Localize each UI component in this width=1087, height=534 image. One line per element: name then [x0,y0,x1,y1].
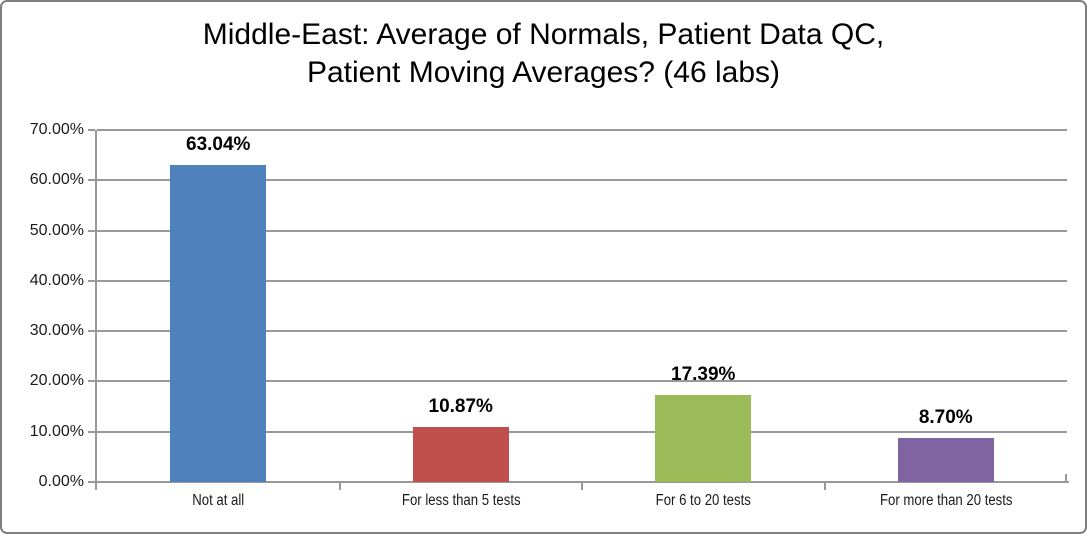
x-tick-label-for-more-than-20-tests: For more than 20 tests [879,492,1013,509]
gridline [97,279,1067,282]
x-axis-end-tick [1065,474,1067,483]
value-label-for-6-to-20-tests: 17.39% [671,364,736,385]
value-label-not-at-all: 63.04% [186,134,251,155]
x-tick-label-for-6-to-20-tests: For 6 to 20 tests [655,492,751,509]
value-label-for-less-than-5-tests: 10.87% [428,396,493,417]
y-axis-tick [88,380,95,383]
bar-for-less-than-5-tests [412,427,509,482]
y-axis-tick [88,229,95,232]
y-axis-tick [88,279,95,282]
gridline [97,129,1067,131]
plot-area: 63.04% Not at all 10.87% For less than 5 te… [88,129,1069,509]
value-label-for-more-than-20-tests: 8.70% [918,407,973,428]
gridline [97,430,1067,433]
gridline [97,380,1067,383]
y-tick-label: 0.00% [38,473,84,490]
y-tick-label: 10.00% [29,422,84,440]
bar-for-more-than-20-tests [897,438,994,482]
x-axis-tick [581,483,583,490]
y-tick-label: 50.00% [29,221,84,239]
y-tick-label: 20.00% [29,372,84,390]
bar-not-at-all [170,165,267,482]
y-tick-label: 30.00% [29,322,84,340]
gridline [97,179,1067,182]
y-tick-label: 40.00% [29,271,84,289]
x-tick-label-not-at-all: Not at all [192,492,245,509]
y-tick-label: 70.00% [29,121,84,138]
chart-title: Middle-East: Average of Normals, Patient… [2,16,1085,92]
x-axis-tick [823,483,826,490]
chart-title-line-2: Patient Moving Averages? (46 labs) [306,56,781,89]
x-axis-line [95,481,1069,483]
gridline [97,330,1067,333]
x-axis-tick [338,483,341,490]
y-axis-tick [88,481,95,483]
y-axis-tick [88,179,95,182]
gridline [97,229,1067,232]
y-axis-line [95,130,97,490]
bar-for-6-to-20-tests [655,395,752,482]
y-tick-label: 60.00% [29,171,84,189]
chart-title-line-1: Middle-East: Average of Normals, Patient… [202,18,885,51]
y-axis-tick [88,330,95,333]
x-tick-label-for-less-than-5-tests: For less than 5 tests [401,492,521,509]
y-axis-tick [88,430,95,433]
y-axis-tick [88,129,95,131]
